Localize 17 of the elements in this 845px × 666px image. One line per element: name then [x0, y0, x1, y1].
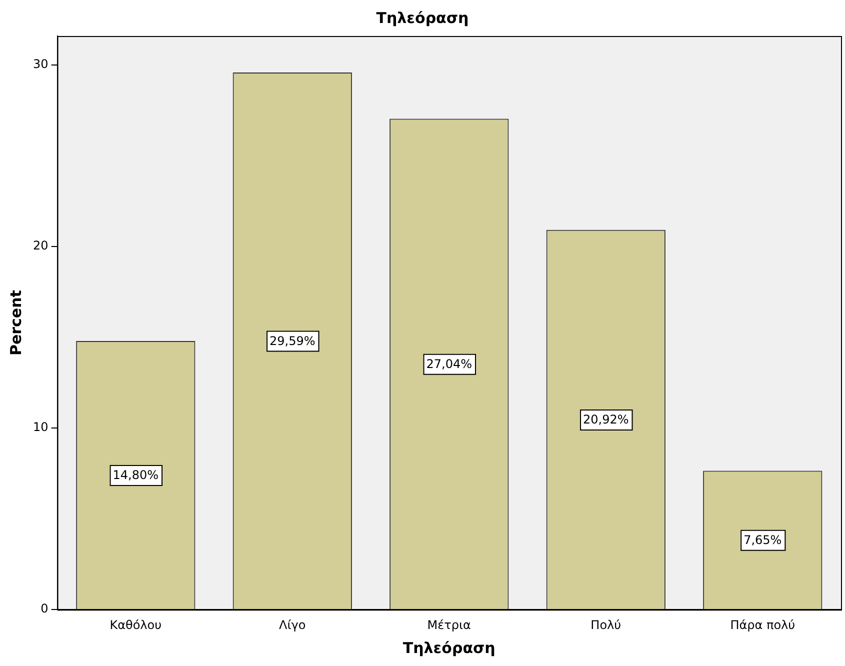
- y-axis-title: Percent: [6, 290, 25, 356]
- data-label: 27,04%: [426, 357, 472, 372]
- data-label: 20,92%: [583, 412, 629, 427]
- y-tick-label: 0: [40, 602, 48, 616]
- x-tick-label: Καθόλου: [110, 618, 162, 632]
- data-label: 14,80%: [112, 468, 159, 482]
- data-label: 29,59%: [270, 334, 316, 348]
- y-tick-label: 20: [32, 238, 48, 253]
- y-tick-label: 10: [32, 420, 48, 434]
- x-tick-label: Λίγο: [279, 618, 306, 632]
- x-tick-label: Πάρα πολύ: [730, 618, 796, 632]
- x-tick-label: Πολύ: [590, 618, 622, 632]
- chart-title: Τηλεόραση: [376, 8, 469, 27]
- data-label: 7,65%: [744, 533, 782, 548]
- x-tick-label: Μέτρια: [427, 618, 472, 632]
- x-axis-title: Τηλεόραση: [402, 638, 496, 657]
- y-tick-label: 30: [32, 57, 48, 72]
